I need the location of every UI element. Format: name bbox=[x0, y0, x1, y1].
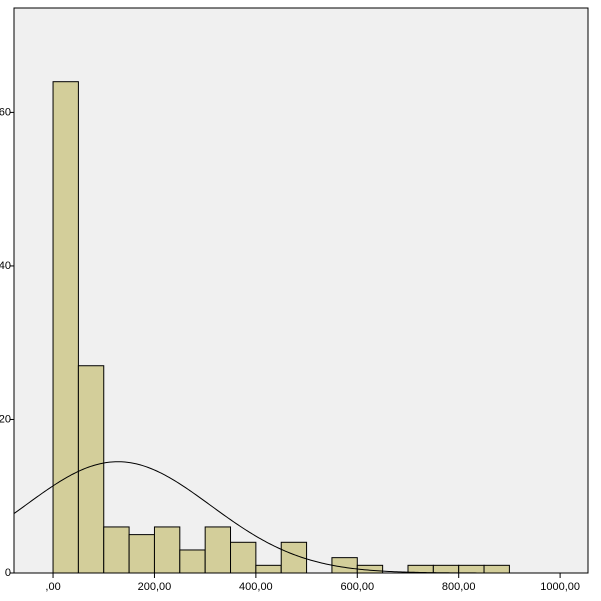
normal-curve bbox=[13, 461, 588, 574]
x-tick-label: ,00 bbox=[45, 581, 60, 593]
bar bbox=[483, 564, 510, 574]
bar bbox=[128, 534, 155, 574]
bar bbox=[52, 81, 79, 574]
x-tick-label: 200,00 bbox=[138, 581, 172, 593]
x-tick-label: 800,00 bbox=[442, 581, 476, 593]
bar bbox=[432, 564, 460, 574]
bar bbox=[331, 557, 358, 574]
bar bbox=[179, 549, 206, 574]
x-tick-label: 400,00 bbox=[239, 581, 273, 593]
bar bbox=[255, 564, 282, 574]
bar bbox=[153, 526, 181, 574]
bar bbox=[103, 526, 130, 574]
y-tick-label: 40 bbox=[0, 260, 11, 272]
bar bbox=[230, 541, 257, 574]
x-tick-label: 600,00 bbox=[340, 581, 374, 593]
y-tick-label: 60 bbox=[0, 106, 11, 118]
y-tick-label: 20 bbox=[0, 413, 11, 425]
bar bbox=[204, 526, 232, 574]
y-tick-label: 0 bbox=[5, 567, 11, 579]
plot-area bbox=[13, 7, 589, 574]
bar bbox=[458, 564, 485, 574]
x-tick-label: 1000,00 bbox=[540, 581, 580, 593]
